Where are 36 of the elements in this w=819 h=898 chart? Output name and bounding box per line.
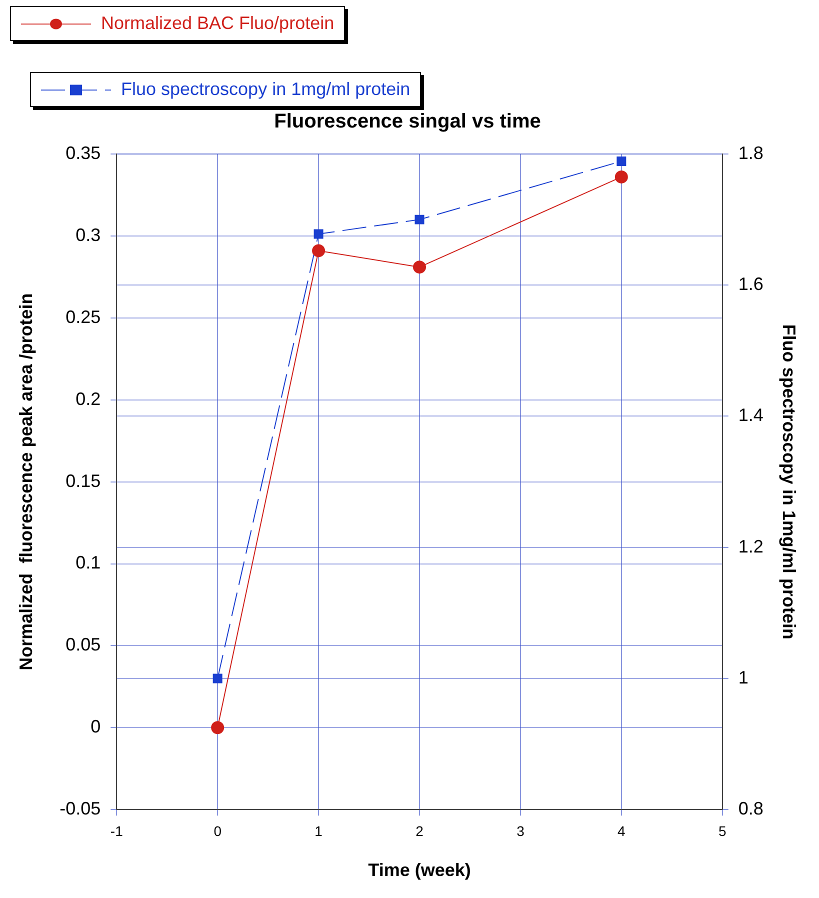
point [413, 260, 426, 274]
point [616, 156, 626, 166]
x-tick-label: -1 [110, 822, 124, 839]
y-tick-label: 0.25 [66, 306, 101, 327]
y-tick-label: 0.1 [76, 552, 101, 573]
legend-label: Normalized BAC Fluo/protein [101, 13, 334, 34]
y2-tick-label: 1.8 [738, 142, 764, 163]
x-axis-title: Time (week) [368, 860, 471, 880]
y-tick-label: 0.15 [66, 470, 101, 491]
x-tick-label: 0 [214, 822, 222, 839]
point [312, 244, 326, 258]
x-tick-label: 4 [618, 822, 626, 839]
y-tick-label: 0.3 [76, 224, 101, 245]
y-tick-label: 0.05 [66, 634, 101, 655]
point [414, 214, 424, 224]
y2-tick-label: 1.2 [738, 536, 764, 556]
y-tick-label: 0.35 [66, 142, 101, 163]
y-axis-title: Normalized fluorescence peak area /protein [16, 293, 36, 670]
x-tick-label: 5 [718, 822, 726, 839]
y2-axis-title: Fluo spectroscopy in 1mg/ml protein [779, 324, 800, 640]
y2-tick-label: 0.8 [738, 798, 764, 819]
x-tick-label: 1 [314, 822, 323, 839]
point [314, 229, 324, 239]
y2-tick-label: 1.6 [738, 274, 764, 294]
y-tick-label: -0.05 [60, 798, 101, 819]
point [212, 674, 222, 684]
point [614, 170, 628, 184]
y-tick-label: 0.2 [76, 388, 101, 409]
y2-tick-label: 1.4 [738, 405, 764, 426]
point [211, 721, 224, 734]
chart-title: Fluorescence singal vs time [274, 110, 541, 133]
y-tick-label: 0 [90, 716, 101, 737]
legend-label: Fluo spectroscopy in 1mg/ml protein [121, 79, 410, 100]
y2-tick-label: 1 [738, 667, 748, 688]
x-tick-label: 3 [516, 822, 525, 839]
x-tick-label: 2 [416, 822, 424, 839]
